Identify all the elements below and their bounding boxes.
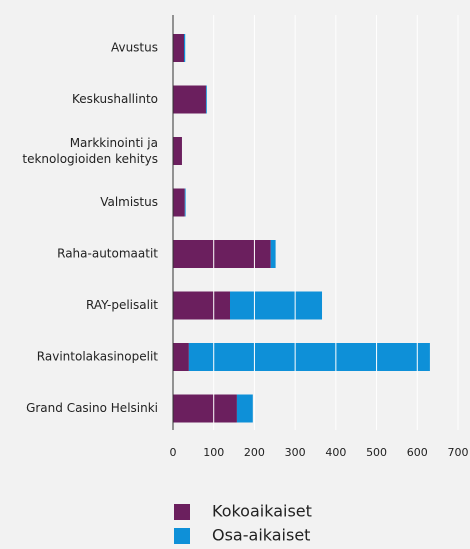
y-tick-label: RAY-pelisalit: [86, 298, 158, 312]
bar: [173, 240, 271, 268]
bar: [188, 343, 430, 371]
bar: [184, 188, 186, 217]
x-tick-label: 500: [366, 446, 387, 459]
x-tick-label: 100: [203, 446, 224, 459]
bar: [205, 85, 207, 114]
bar: [173, 188, 185, 217]
bar: [236, 394, 253, 423]
bar: [183, 34, 186, 62]
x-tick-label: 300: [285, 446, 306, 459]
y-tick-label: Markkinointi ja teknologioiden kehitys: [22, 136, 158, 166]
y-tick-label: Valmistus: [100, 195, 158, 209]
y-tick-label: Keskushallinto: [72, 92, 158, 106]
y-tick-label: Avustus: [111, 41, 158, 55]
y-tick-label: Ravintolakasinopelit: [37, 350, 158, 364]
x-tick-label: 0: [170, 446, 177, 459]
legend-swatch: [174, 528, 190, 544]
bar: [173, 85, 206, 114]
x-tick-label: 400: [325, 446, 346, 459]
bar: [173, 137, 182, 165]
bar: [270, 240, 276, 268]
legend-label: Osa-aikaiset: [212, 526, 310, 545]
y-tick-label: Grand Casino Helsinki: [26, 401, 158, 415]
bar: [173, 291, 230, 320]
x-tick-label: 200: [244, 446, 265, 459]
bar: [173, 394, 237, 423]
x-tick-label: 600: [407, 446, 428, 459]
legend-swatch: [174, 504, 190, 520]
bar: [173, 343, 189, 371]
y-tick-label: Raha-automaatit: [57, 247, 158, 261]
bar: [173, 34, 184, 62]
legend-label: Kokoaikaiset: [212, 502, 312, 521]
bar: [230, 291, 323, 320]
x-tick-label: 700: [448, 446, 469, 459]
